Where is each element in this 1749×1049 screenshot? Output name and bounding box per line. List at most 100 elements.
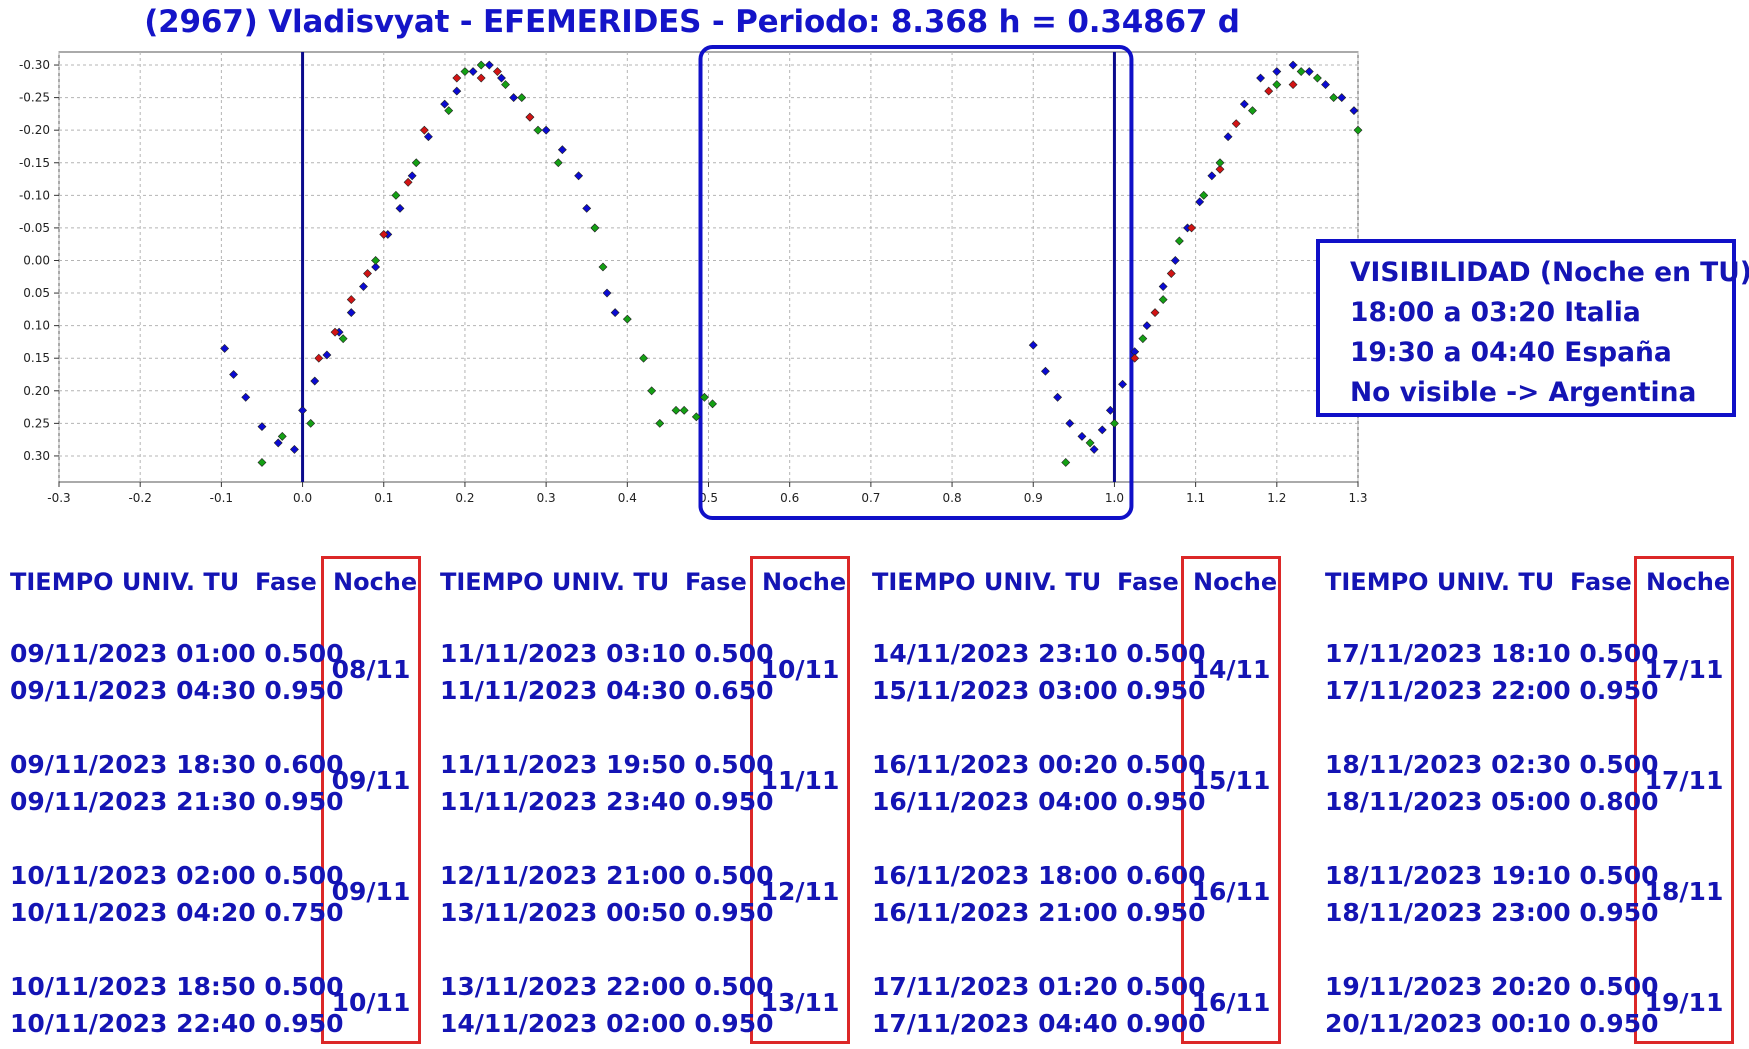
data-point xyxy=(1085,438,1095,448)
night-date: 17/11 xyxy=(1644,766,1724,795)
x-tick-label: 0.8 xyxy=(943,491,962,505)
ephemeris-entry: 17/11/2023 01:20 0.500 17/11/2023 04:40 0… xyxy=(872,968,1205,1042)
data-point xyxy=(610,308,620,318)
header-night: Noche xyxy=(1193,568,1278,596)
ephemeris-end: 16/11/2023 21:00 0.950 xyxy=(872,898,1206,927)
ephemeris-entry: 11/11/2023 19:50 0.500 11/11/2023 23:40 0… xyxy=(440,746,773,820)
data-point xyxy=(517,93,527,103)
ephemeris-entry: 11/11/2023 03:10 0.500 11/11/2023 04:30 0… xyxy=(440,635,773,709)
data-point xyxy=(1166,269,1176,278)
data-point xyxy=(655,418,665,428)
lightcurve-plot: -0.3 -0.2 -0.1 0.0 0.1 0.2 0.3 0.4 0.5 0.6 0.7 0.8 0… xyxy=(19,45,1368,520)
data-point xyxy=(371,256,381,265)
data-point xyxy=(371,262,381,272)
header-phase: Fase xyxy=(1570,568,1632,596)
header-time: TIEMPO UNIV. TU xyxy=(10,568,240,596)
x-tick-label: 1.0 xyxy=(1105,491,1124,505)
data-point xyxy=(484,60,494,70)
data-point xyxy=(460,67,470,76)
ephemeris-end: 15/11/2023 03:00 0.950 xyxy=(872,676,1206,705)
ephemeris-entry: 16/11/2023 18:00 0.600 16/11/2023 21:00 0… xyxy=(872,857,1205,931)
night-date: 11/11 xyxy=(760,766,840,795)
data-point xyxy=(1312,73,1322,83)
ephemeris-end: 11/11/2023 04:30 0.650 xyxy=(440,676,774,705)
y-tick-label: -0.05 xyxy=(19,221,50,235)
data-point xyxy=(708,399,717,409)
x-tick-label: 1.2 xyxy=(1267,491,1286,505)
x-tick-label: 0.0 xyxy=(293,491,312,505)
ephemeris-entry: 09/11/2023 18:30 0.600 09/11/2023 21:30 0… xyxy=(10,746,343,820)
ephemeris-entry: 16/11/2023 00:20 0.500 16/11/2023 04:00 0… xyxy=(872,746,1205,820)
data-point xyxy=(1130,353,1140,363)
data-point xyxy=(220,344,230,353)
ephemeris-entry: 18/11/2023 02:30 0.500 18/11/2023 05:00 0… xyxy=(1325,746,1658,820)
x-tick-label: 1.3 xyxy=(1348,491,1367,505)
data-point xyxy=(1215,158,1225,168)
x-tick-label: 0.1 xyxy=(374,491,393,505)
ephemeris-entry: 13/11/2023 22:00 0.500 14/11/2023 02:00 0… xyxy=(440,968,773,1042)
night-date: 10/11 xyxy=(760,655,840,684)
x-tick-label: 1.1 xyxy=(1186,491,1205,505)
ephemeris-entry: 10/11/2023 18:50 0.500 10/11/2023 22:40 0… xyxy=(10,968,343,1042)
ephemeris-entry: 09/11/2023 01:00 0.500 09/11/2023 04:30 0… xyxy=(10,635,343,709)
ephemeris-start: 18/11/2023 02:30 0.500 xyxy=(1325,750,1659,779)
data-point xyxy=(1053,392,1063,402)
x-tick-label: 0.4 xyxy=(618,491,637,505)
night-date: 17/11 xyxy=(1644,655,1724,684)
data-point xyxy=(241,392,251,402)
ephemeris-end: 10/11/2023 04:20 0.750 xyxy=(10,898,344,927)
data-point xyxy=(403,177,413,187)
ephemeris-start: 16/11/2023 00:20 0.500 xyxy=(872,750,1206,779)
data-point xyxy=(590,223,600,233)
data-point xyxy=(1288,80,1298,90)
night-date: 13/11 xyxy=(760,988,840,1017)
data-point xyxy=(1170,256,1180,265)
data-point xyxy=(598,262,608,272)
header-night: Noche xyxy=(333,568,418,596)
data-point xyxy=(338,334,348,344)
data-point xyxy=(1118,379,1127,389)
header-time: TIEMPO UNIV. TU xyxy=(872,568,1102,596)
night-date: 14/11 xyxy=(1191,655,1271,684)
data-point xyxy=(1199,190,1209,200)
data-point xyxy=(525,112,535,122)
data-point xyxy=(379,229,389,239)
x-tick-label: 0.9 xyxy=(1024,491,1043,505)
data-point xyxy=(501,80,510,90)
visibility-box: VISIBILIDAD (Noche en TU) 18:00 a 03:20 … xyxy=(1316,239,1749,417)
chart-title: (2967) Vladisvyat - EFEMERIDES - Periodo… xyxy=(144,4,1240,40)
y-tick-label: 0.05 xyxy=(23,286,50,300)
ephemeris-entry: 10/11/2023 02:00 0.500 10/11/2023 04:20 0… xyxy=(10,857,343,931)
ephemeris-entry: 18/11/2023 19:10 0.500 18/11/2023 23:00 0… xyxy=(1325,857,1658,931)
y-tick-label: -0.10 xyxy=(19,188,50,202)
data-point xyxy=(1215,164,1225,174)
ephemeris-start: 16/11/2023 18:00 0.600 xyxy=(872,861,1206,890)
ephemeris-end: 16/11/2023 04:00 0.950 xyxy=(872,787,1206,816)
ephemeris-start: 18/11/2023 19:10 0.500 xyxy=(1325,861,1659,890)
data-point xyxy=(452,86,462,96)
data-point xyxy=(346,295,356,305)
visibility-line: No visible -> Argentina xyxy=(1350,377,1697,408)
night-date: 16/11 xyxy=(1191,988,1271,1017)
data-point xyxy=(1272,67,1282,76)
data-point xyxy=(1296,67,1306,76)
ephemeris-start: 14/11/2023 23:10 0.500 xyxy=(872,639,1206,668)
data-point xyxy=(229,370,238,379)
data-point xyxy=(497,73,506,83)
data-point xyxy=(419,125,429,135)
data-point xyxy=(533,125,543,135)
ephemeris-end: 11/11/2023 23:40 0.950 xyxy=(440,787,774,816)
data-point xyxy=(322,350,332,360)
visibility-line: 19:30 a 04:40 España xyxy=(1350,337,1672,368)
ephemeris-end: 10/11/2023 22:40 0.950 xyxy=(10,1009,344,1038)
data-point xyxy=(257,458,267,467)
ephemeris-start: 10/11/2023 18:50 0.500 xyxy=(10,972,344,1001)
y-tick-label: 0.10 xyxy=(23,319,50,333)
data-point xyxy=(1150,308,1160,318)
data-point xyxy=(1321,80,1330,90)
data-point xyxy=(1256,73,1265,83)
data-point xyxy=(1138,334,1148,344)
ephemeris-end: 18/11/2023 23:00 0.950 xyxy=(1325,898,1659,927)
data-point xyxy=(1028,340,1038,350)
ephemeris-start: 11/11/2023 19:50 0.500 xyxy=(440,750,774,779)
